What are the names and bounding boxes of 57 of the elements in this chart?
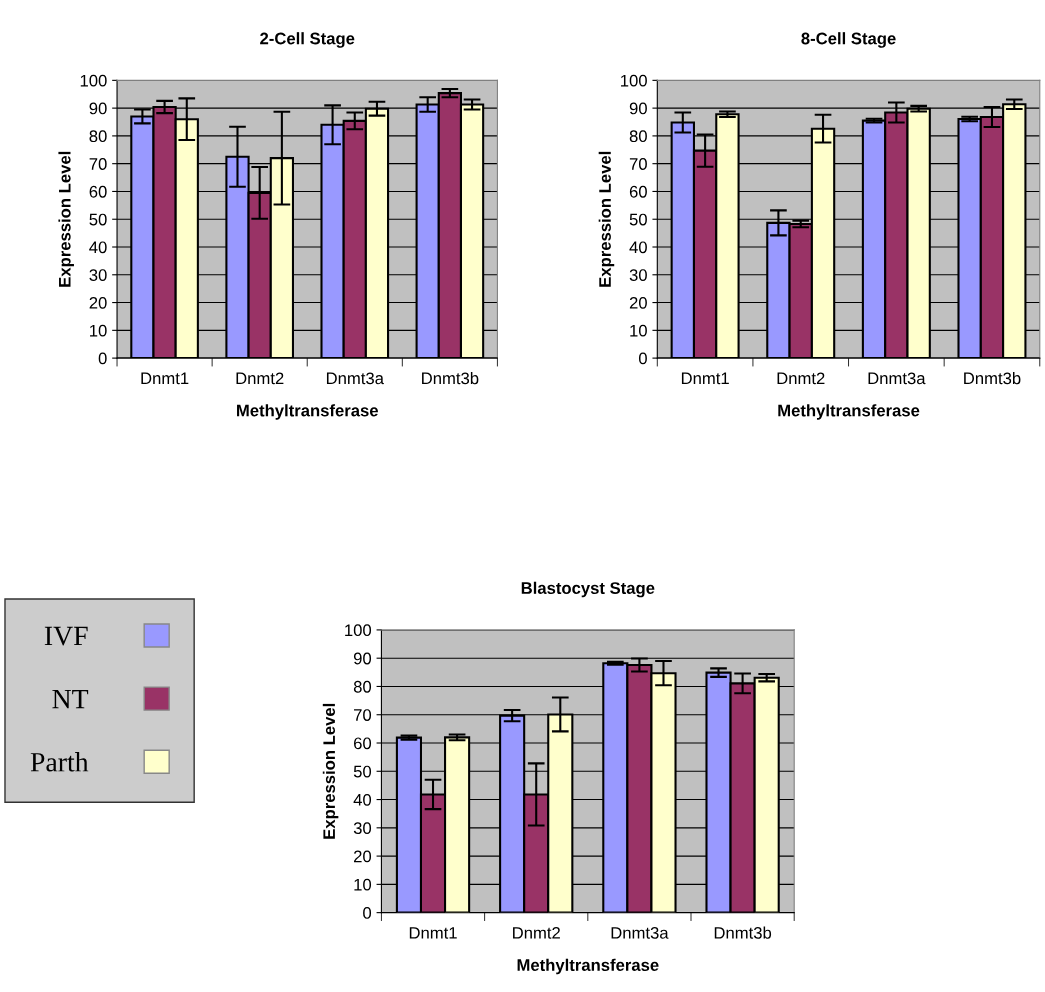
y-tick-label: 60 (354, 737, 372, 750)
x-tick-label: Dnmt3b (422, 372, 479, 385)
y-tick-label: 60 (89, 185, 107, 198)
y-tick-label: 20 (629, 296, 647, 309)
x-tick-label: Dnmt3a (868, 372, 926, 385)
y-axis-title: Expression Level (598, 151, 615, 287)
y-tick-label: 30 (89, 269, 107, 281)
y-tick-label: 90 (629, 102, 647, 115)
chart-title: 8-Cell Stage (801, 32, 896, 48)
y-tick-label: 0 (98, 352, 107, 365)
x-tick-label: Dnmt2 (513, 926, 560, 939)
legend-label: IVF (44, 626, 88, 646)
x-axis-title: Methyltransferase (517, 958, 659, 975)
y-tick-label: 20 (89, 296, 107, 309)
y-tick-label: 50 (89, 213, 107, 226)
y-axis-title: Expression Level (58, 151, 74, 287)
chart-title: 2-Cell Stage (260, 32, 355, 48)
y-tick-label: 50 (629, 213, 647, 226)
y-tick-label: 60 (629, 185, 647, 198)
x-tick-label: Dnmt3b (964, 372, 1021, 385)
x-tick-label: Dnmt2 (236, 372, 284, 385)
legend-label: Parth (30, 752, 89, 772)
x-tick-label: Dnmt3b (714, 926, 772, 939)
y-tick-label: 20 (354, 850, 372, 863)
y-tick-label: 90 (353, 652, 372, 665)
y-tick-label: 100 (80, 74, 107, 87)
y-tick-label: 0 (638, 352, 647, 365)
y-tick-label: 10 (630, 324, 647, 337)
y-tick-label: 40 (629, 241, 647, 254)
x-tick-label: Dnmt1 (409, 927, 457, 939)
y-tick-label: 10 (354, 878, 372, 891)
y-tick-label: 80 (353, 680, 372, 693)
y-tick-label: 40 (89, 241, 107, 254)
y-tick-label: 100 (345, 624, 372, 637)
x-tick-label: Dnmt1 (141, 372, 189, 385)
legend-label: NT (52, 690, 89, 709)
y-tick-label: 90 (89, 102, 107, 115)
x-tick-label: Dnmt3a (611, 926, 669, 939)
y-tick-label: 70 (629, 158, 647, 170)
x-axis-title: Methyltransferase (778, 404, 920, 420)
y-tick-label: 50 (353, 765, 372, 778)
y-tick-label: 100 (621, 74, 647, 87)
x-tick-label: Dnmt2 (777, 372, 825, 385)
y-tick-label: 70 (354, 709, 372, 721)
y-axis-title: Expression Level (322, 703, 339, 839)
y-tick-label: 10 (90, 324, 107, 337)
y-tick-label: 0 (363, 907, 372, 919)
y-tick-label: 80 (89, 130, 107, 143)
x-tick-label: Dnmt3a (326, 372, 384, 385)
y-tick-label: 30 (629, 269, 647, 281)
chart-title: Blastocyst Stage (521, 581, 655, 598)
y-tick-label: 80 (629, 130, 647, 143)
y-tick-label: 40 (353, 793, 372, 806)
y-tick-label: 30 (353, 822, 372, 835)
x-axis-title: Methyltransferase (237, 404, 378, 420)
y-tick-label: 70 (89, 158, 107, 170)
x-tick-label: Dnmt1 (681, 372, 729, 385)
